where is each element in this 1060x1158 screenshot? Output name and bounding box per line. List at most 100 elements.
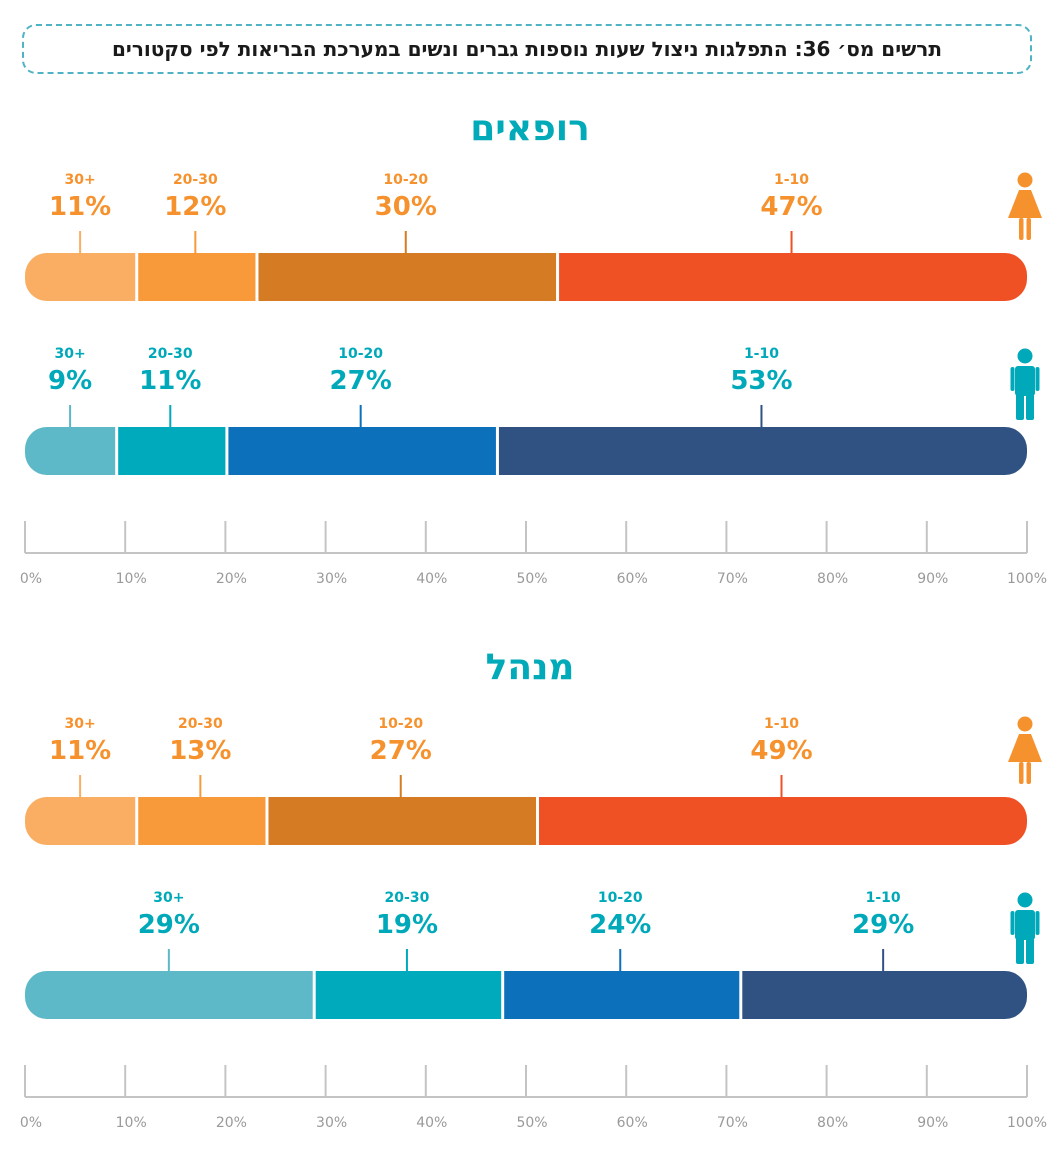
- category-label: 1-10: [866, 890, 901, 906]
- x-axis: [24, 521, 1028, 554]
- man-icon: [1010, 892, 1040, 964]
- x-tick-label: 20%: [216, 571, 247, 587]
- x-axis: [24, 1065, 1028, 1098]
- value-label: 11%: [139, 366, 201, 396]
- value-label: 11%: [49, 736, 111, 766]
- category-label: 1-10: [764, 716, 799, 732]
- man-icon-leg: [1026, 938, 1034, 964]
- man-icon-leg: [1016, 394, 1024, 420]
- man-icon-arm: [1035, 911, 1040, 935]
- value-label: 49%: [750, 736, 812, 766]
- x-tick-label: 40%: [416, 571, 447, 587]
- x-tick-label: 90%: [917, 1115, 948, 1131]
- man-icon-arm: [1035, 367, 1040, 391]
- woman-icon-dress: [1008, 734, 1042, 762]
- bar-segment: [539, 797, 1027, 845]
- x-tick-label: 10%: [116, 1115, 147, 1131]
- category-label: 30+: [65, 172, 96, 188]
- value-label: 13%: [169, 736, 231, 766]
- x-tick-label: 90%: [917, 571, 948, 587]
- bar-segment: [25, 797, 136, 845]
- x-tick-label: 60%: [617, 1115, 648, 1131]
- x-tick-label: 30%: [316, 571, 347, 587]
- woman-icon-head: [1017, 716, 1033, 732]
- bar-segment: [138, 253, 256, 301]
- category-label: 20-30: [148, 346, 193, 362]
- category-label: 30+: [65, 716, 96, 732]
- x-tick-label: 100%: [1007, 571, 1047, 587]
- man-icon-head: [1017, 892, 1033, 908]
- category-label: 10-20: [598, 890, 643, 906]
- value-label: 24%: [589, 910, 651, 940]
- woman-icon: [1008, 172, 1042, 240]
- x-tick-label: 0%: [20, 571, 42, 587]
- woman-icon-leg: [1026, 218, 1031, 240]
- man-icon-torso: [1015, 366, 1035, 396]
- category-label: 20-30: [173, 172, 218, 188]
- value-label: 29%: [852, 910, 914, 940]
- section-title: רופאים: [470, 108, 590, 149]
- man-icon-leg: [1016, 938, 1024, 964]
- bar-segment: [268, 797, 537, 845]
- man-icon-torso: [1015, 910, 1035, 940]
- man-icon-arm: [1010, 367, 1015, 391]
- bar-segment: [498, 427, 1027, 475]
- value-label: 19%: [376, 910, 438, 940]
- category-label: 1-10: [744, 346, 779, 362]
- bar-segment: [25, 971, 313, 1019]
- value-label: 9%: [48, 366, 92, 396]
- x-tick-label: 70%: [717, 571, 748, 587]
- x-tick-label: 50%: [516, 1115, 547, 1131]
- bar-segment: [25, 427, 116, 475]
- x-tick-label: 60%: [617, 571, 648, 587]
- x-tick-label: 40%: [416, 1115, 447, 1131]
- value-label: 12%: [164, 192, 226, 222]
- category-label: 1-10: [774, 172, 809, 188]
- bar-segment: [118, 427, 226, 475]
- category-label: 30+: [54, 346, 85, 362]
- stacked-bar: [25, 427, 1027, 475]
- man-icon-arm: [1010, 911, 1015, 935]
- x-tick-label: 100%: [1007, 1115, 1047, 1131]
- x-tick-label: 80%: [817, 571, 848, 587]
- woman-icon-dress: [1008, 190, 1042, 218]
- category-label: 10-20: [383, 172, 428, 188]
- category-label: 10-20: [338, 346, 383, 362]
- stacked-bar: [25, 797, 1027, 845]
- stacked-bar: [25, 971, 1027, 1019]
- chart-title-box: תרשים מס׳ 36: התפלגות ניצול שעות נוספות …: [22, 24, 1032, 74]
- x-tick-label: 50%: [516, 571, 547, 587]
- x-tick-label: 70%: [717, 1115, 748, 1131]
- value-label: 29%: [138, 910, 200, 940]
- bar-segment: [138, 797, 266, 845]
- value-label: 30%: [375, 192, 437, 222]
- man-icon-head: [1017, 348, 1033, 364]
- woman-icon-leg: [1019, 762, 1024, 784]
- category-label: 20-30: [178, 716, 223, 732]
- x-tick-label: 30%: [316, 1115, 347, 1131]
- category-label: 20-30: [385, 890, 430, 906]
- man-icon-leg: [1026, 394, 1034, 420]
- bar-segment: [315, 971, 502, 1019]
- category-label: 10-20: [378, 716, 423, 732]
- value-label: 53%: [730, 366, 792, 396]
- value-label: 11%: [49, 192, 111, 222]
- value-label: 47%: [760, 192, 822, 222]
- chart-title: תרשים מס׳ 36: התפלגות ניצול שעות נוספות …: [112, 37, 942, 61]
- woman-icon-leg: [1026, 762, 1031, 784]
- bar-segment: [504, 971, 740, 1019]
- woman-icon: [1008, 716, 1042, 784]
- bar-segment: [559, 253, 1027, 301]
- x-tick-label: 0%: [20, 1115, 42, 1131]
- x-tick-label: 10%: [116, 571, 147, 587]
- bar-segment: [742, 971, 1027, 1019]
- bar-segment: [258, 253, 557, 301]
- value-label: 27%: [330, 366, 392, 396]
- bar-segment: [228, 427, 496, 475]
- value-label: 27%: [370, 736, 432, 766]
- woman-icon-head: [1017, 172, 1033, 188]
- stacked-bar: [25, 253, 1027, 301]
- man-icon: [1010, 348, 1040, 420]
- category-label: 30+: [153, 890, 184, 906]
